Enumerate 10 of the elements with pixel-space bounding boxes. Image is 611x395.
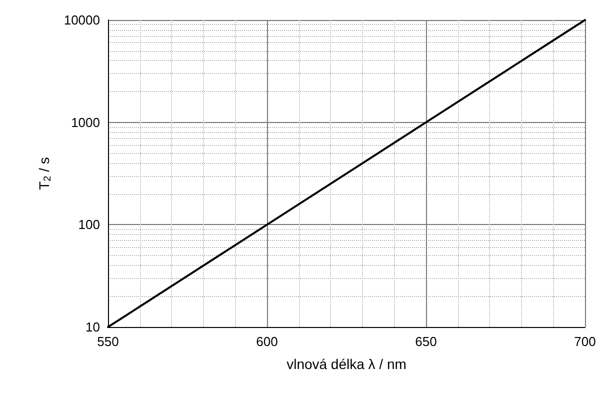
y-axis-title: T2 / s bbox=[36, 157, 54, 190]
x-tick-label: 550 bbox=[97, 334, 119, 349]
y-tick-label: 10 bbox=[86, 320, 100, 334]
y-tick-label: 10000 bbox=[64, 12, 100, 28]
y-tick-label: 1000 bbox=[71, 114, 100, 130]
x-tick-label: 700 bbox=[574, 334, 596, 349]
y-tick-label: 100 bbox=[78, 217, 100, 232]
x-tick-label: 600 bbox=[256, 334, 278, 349]
x-axis-title: vlnová délka λ / nm bbox=[286, 356, 406, 372]
x-tick-label: 650 bbox=[415, 334, 437, 349]
